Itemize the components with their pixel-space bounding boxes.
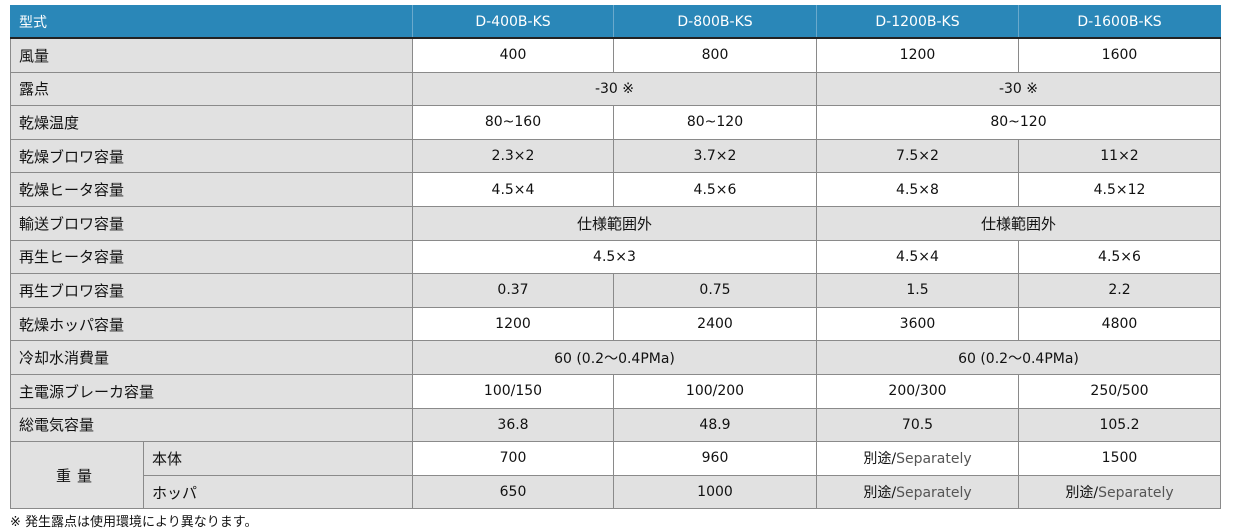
- cell: 4.5×6: [613, 172, 817, 207]
- cell: 7.5×2: [816, 138, 1019, 174]
- row-label: 露点: [10, 71, 413, 107]
- cell: 4.5×8: [816, 172, 1019, 207]
- table-row: 乾燥ホッパ容量 1200 2400 3600 4800: [10, 306, 1221, 342]
- table-row: ホッパ 650 1000 別途/Separately 別途/Separately: [11, 474, 1221, 510]
- cell: 700: [412, 441, 614, 476]
- cell: 960: [613, 441, 817, 476]
- table-row: 冷却水消費量 60 (0.2～0.4PMa) 60 (0.2～0.4PMa): [10, 340, 1221, 375]
- cell: 1000: [613, 474, 817, 510]
- model-header: D-1600B-KS: [1018, 5, 1221, 39]
- cell: 80~160: [412, 105, 614, 140]
- table-row: 輸送ブロワ容量 仕様範囲外 仕様範囲外: [10, 205, 1221, 241]
- model-header: D-1200B-KS: [816, 5, 1019, 39]
- cell: 200/300: [816, 373, 1019, 409]
- cell: 3600: [816, 306, 1019, 342]
- row-label: 輸送ブロワ容量: [10, 205, 413, 241]
- separately-en: Separately: [1098, 485, 1174, 502]
- cell: 4.5×6: [1018, 239, 1221, 275]
- cell: 2.3×2: [412, 138, 614, 174]
- cell: 0.37: [412, 273, 614, 308]
- cell: 別途/Separately: [816, 441, 1019, 476]
- table-row: 重量 本体 700 960 別途/Separately 1500: [10, 441, 1221, 510]
- cell: 仕様範囲外: [816, 205, 1221, 241]
- cell: 4.5×3: [412, 239, 817, 275]
- row-label: 乾燥温度: [10, 105, 413, 140]
- cell: 105.2: [1018, 407, 1221, 443]
- cell: 別途/Separately: [816, 474, 1019, 510]
- table-row: 主電源ブレーカ容量 100/150 100/200 200/300 250/50…: [10, 373, 1221, 409]
- row-label: 再生ヒータ容量: [10, 239, 413, 275]
- row-label: ホッパ: [143, 474, 413, 510]
- separately-en: Separately: [896, 451, 972, 468]
- model-header: D-400B-KS: [412, 5, 614, 39]
- cell: 1.5: [816, 273, 1019, 308]
- table-row: 再生ヒータ容量 4.5×3 4.5×4 4.5×6: [10, 239, 1221, 275]
- separately-jp: 別途/: [863, 451, 897, 468]
- cell: 80~120: [816, 105, 1221, 140]
- table-row: 総電気容量 36.8 48.9 70.5 105.2: [10, 407, 1221, 443]
- cell: 100/150: [412, 373, 614, 409]
- cell: 100/200: [613, 373, 817, 409]
- row-label: 乾燥ホッパ容量: [10, 306, 413, 342]
- cell: 4800: [1018, 306, 1221, 342]
- cell: 400: [412, 37, 614, 73]
- row-label: 本体: [143, 441, 413, 476]
- table-row: 風量 400 800 1200 1600: [10, 37, 1221, 73]
- cell: -30 ※: [412, 71, 817, 107]
- separately-jp: 別途/: [1065, 485, 1099, 502]
- cell: 60 (0.2～0.4PMa): [816, 340, 1221, 375]
- cell: 4.5×4: [412, 172, 614, 207]
- table-row: 再生ブロワ容量 0.37 0.75 1.5 2.2: [10, 273, 1221, 308]
- cell: 250/500: [1018, 373, 1221, 409]
- cell: 2400: [613, 306, 817, 342]
- header-row: 型式 D-400B-KS D-800B-KS D-1200B-KS D-1600…: [10, 5, 1221, 39]
- cell: 別途/Separately: [1018, 474, 1221, 510]
- cell: 800: [613, 37, 817, 73]
- cell: 80~120: [613, 105, 817, 140]
- cell: 1500: [1018, 441, 1221, 476]
- cell: 仕様範囲外: [412, 205, 817, 241]
- cell: 11×2: [1018, 138, 1221, 174]
- cell: 60 (0.2～0.4PMa): [412, 340, 817, 375]
- cell: 1200: [816, 37, 1019, 73]
- row-label: 主電源ブレーカ容量: [10, 373, 413, 409]
- row-label: 総電気容量: [10, 407, 413, 443]
- model-header: D-800B-KS: [613, 5, 817, 39]
- header-label: 型式: [10, 5, 413, 39]
- cell: 1600: [1018, 37, 1221, 73]
- row-label: 風量: [10, 37, 413, 73]
- cell: 3.7×2: [613, 138, 817, 174]
- cell: 48.9: [613, 407, 817, 443]
- cell: 0.75: [613, 273, 817, 308]
- footnote: ※ 発生露点は使用環境により異なります。: [10, 515, 258, 530]
- cell: 4.5×4: [816, 239, 1019, 275]
- row-label: 乾燥ヒータ容量: [10, 172, 413, 207]
- table-row: 乾燥温度 80~160 80~120 80~120: [10, 105, 1221, 140]
- table-row: 乾燥ヒータ容量 4.5×4 4.5×6 4.5×8 4.5×12: [10, 172, 1221, 207]
- cell: 2.2: [1018, 273, 1221, 308]
- row-label: 再生ブロワ容量: [10, 273, 413, 308]
- separately-en: Separately: [896, 485, 972, 502]
- row-label: 冷却水消費量: [10, 340, 413, 375]
- cell: -30 ※: [816, 71, 1221, 107]
- cell: 650: [412, 474, 614, 510]
- cell: 70.5: [816, 407, 1019, 443]
- row-label: 乾燥ブロワ容量: [10, 138, 413, 174]
- separately-jp: 別途/: [863, 485, 897, 502]
- cell: 36.8: [412, 407, 614, 443]
- table-row: 露点 -30 ※ -30 ※: [10, 71, 1221, 107]
- spec-table: 型式 D-400B-KS D-800B-KS D-1200B-KS D-1600…: [10, 5, 1221, 510]
- table-row: 乾燥ブロワ容量 2.3×2 3.7×2 7.5×2 11×2: [10, 138, 1221, 174]
- weight-label: 重量: [10, 441, 144, 510]
- cell: 4.5×12: [1018, 172, 1221, 207]
- cell: 1200: [412, 306, 614, 342]
